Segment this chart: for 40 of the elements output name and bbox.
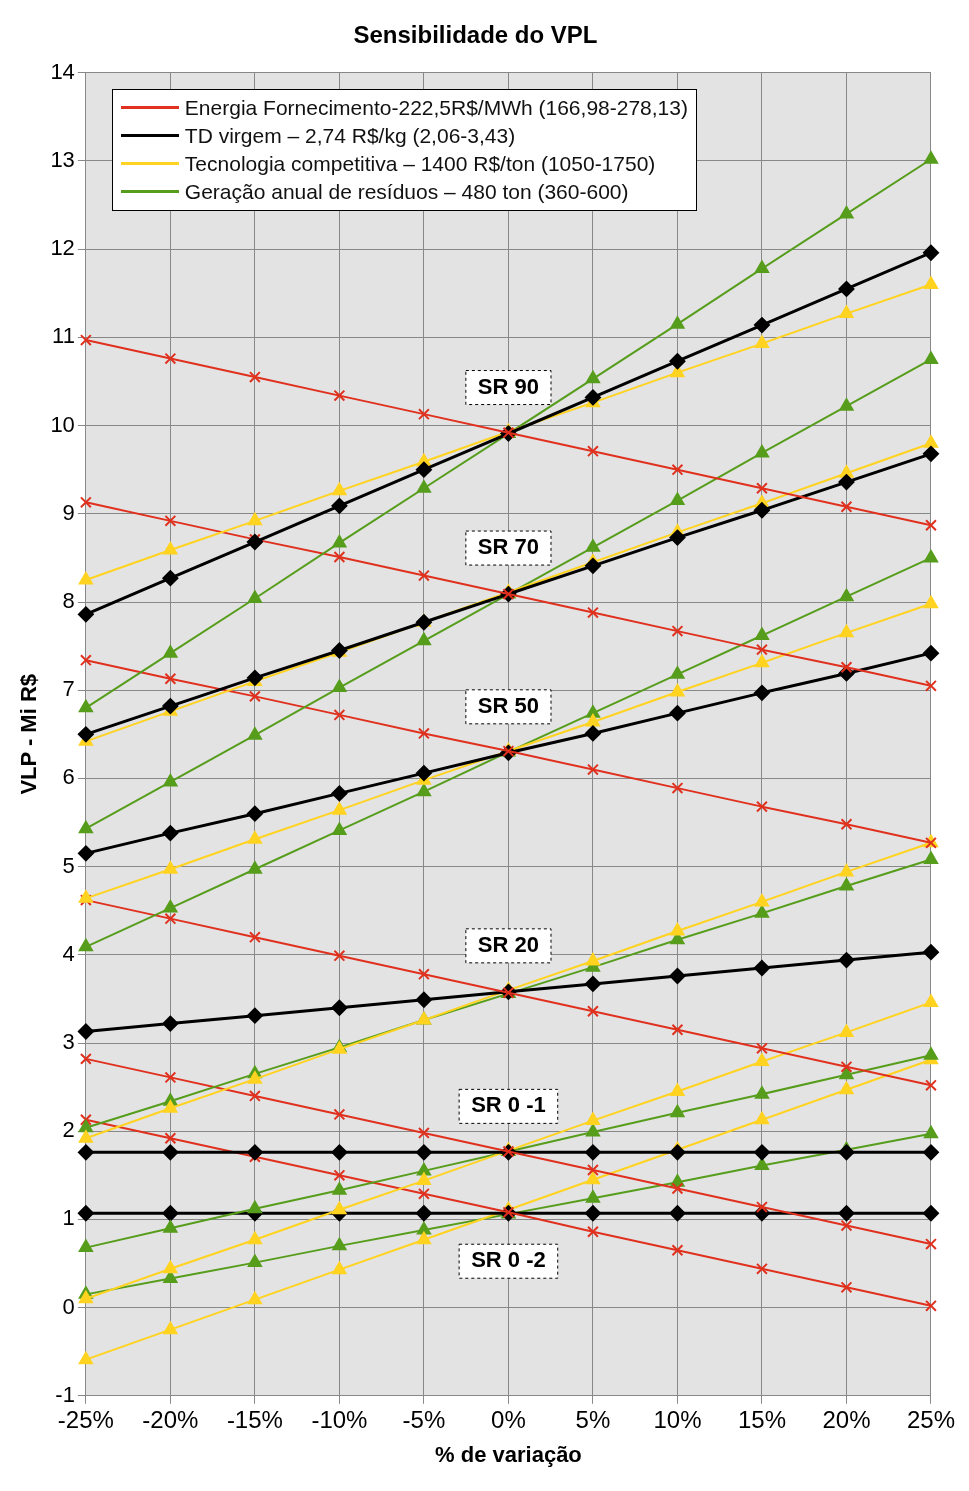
legend-label: Tecnologia competitiva – 1400 R$/ton (1050-1750) bbox=[184, 150, 656, 177]
x-tick-label: 10% bbox=[653, 1405, 702, 1433]
x-tick-label: -15% bbox=[226, 1405, 283, 1433]
y-tick-label: 3 bbox=[62, 1029, 75, 1055]
x-tick-label: 20% bbox=[822, 1405, 871, 1433]
x-tick-label: 25% bbox=[906, 1405, 956, 1433]
x-tick-label: 15% bbox=[737, 1405, 786, 1433]
y-tick-label: -1 bbox=[55, 1381, 75, 1407]
x-axis-title: % de variação bbox=[435, 1441, 582, 1467]
y-tick-label: 6 bbox=[62, 764, 75, 790]
annotation: SR 50 bbox=[477, 692, 539, 718]
y-tick-label: 9 bbox=[62, 499, 75, 525]
y-tick-label: 7 bbox=[62, 676, 75, 702]
y-tick-label: 13 bbox=[50, 147, 75, 173]
y-tick-label: 8 bbox=[62, 588, 75, 614]
annotation: SR 90 bbox=[477, 373, 539, 399]
x-tick-label: 0% bbox=[491, 1405, 526, 1433]
chart-title: Sensibilidade do VPL bbox=[353, 21, 598, 49]
annotation: SR 0 -1 bbox=[471, 1092, 546, 1118]
y-axis-title: VLP - Mi R$ bbox=[16, 673, 42, 795]
annotation: SR 20 bbox=[477, 931, 539, 957]
x-tick-label: 5% bbox=[575, 1405, 611, 1433]
annotation: SR 70 bbox=[477, 534, 539, 560]
x-tick-label: -10% bbox=[311, 1405, 368, 1433]
y-tick-label: 11 bbox=[52, 323, 75, 349]
y-tick-label: 1 bbox=[62, 1205, 75, 1231]
y-tick-label: 10 bbox=[50, 411, 75, 437]
y-tick-label: 14 bbox=[50, 58, 75, 84]
x-tick-label: -5% bbox=[402, 1405, 446, 1433]
y-tick-label: 5 bbox=[62, 852, 75, 878]
x-tick-label: -20% bbox=[142, 1405, 199, 1433]
y-tick-label: 12 bbox=[50, 235, 75, 261]
legend-label: Energia Fornecimento-222,5R$/MWh (166,98-278,13) bbox=[184, 94, 688, 121]
legend-label: TD virgem – 2,74 R$/kg (2,06-3,43) bbox=[184, 122, 516, 149]
x-tick-label: -25% bbox=[57, 1405, 114, 1433]
legend-label: Geração anual de resíduos – 480 ton (360-600) bbox=[184, 178, 629, 205]
annotation: SR 0 -2 bbox=[471, 1247, 546, 1273]
y-tick-label: 0 bbox=[62, 1293, 75, 1319]
y-tick-label: 4 bbox=[62, 940, 75, 966]
y-tick-label: 2 bbox=[62, 1117, 75, 1143]
